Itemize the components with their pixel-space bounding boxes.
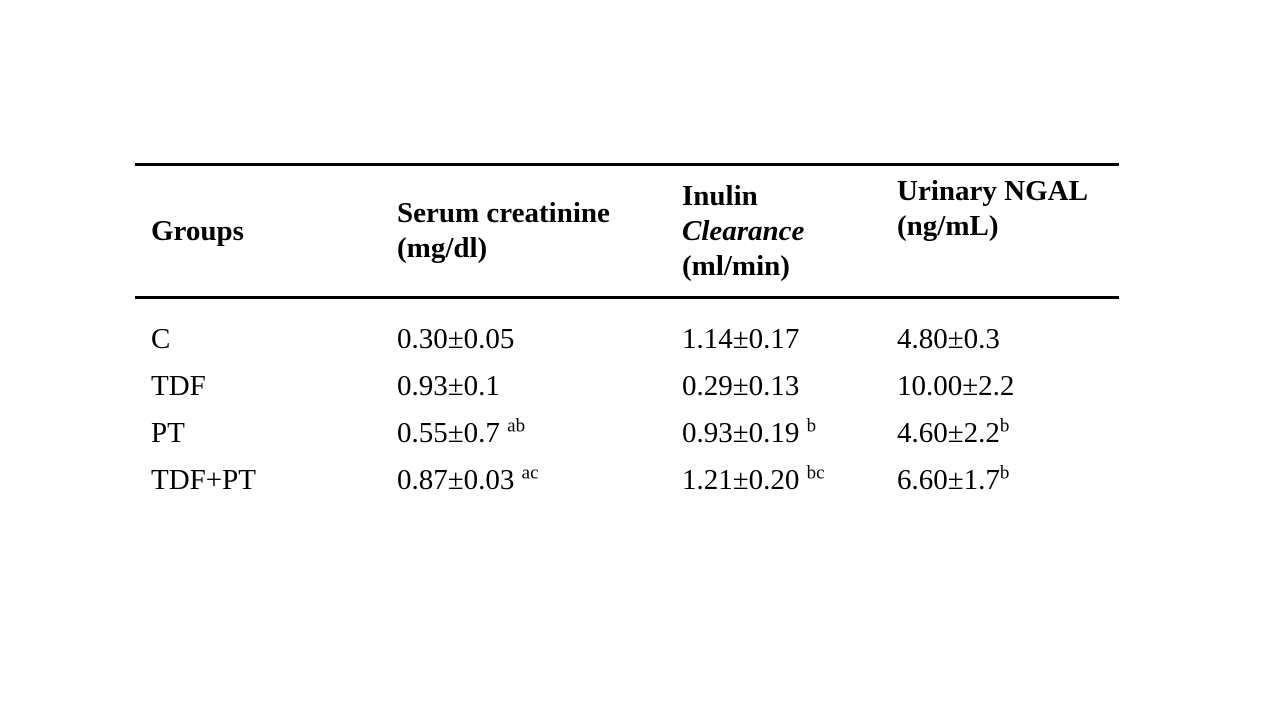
row-group-label: C: [151, 323, 171, 355]
table-header-row: Groups Serum creatinine (mg/dl) Inulin C…: [135, 164, 1119, 299]
header-line-italic: Clearance: [682, 214, 805, 247]
results-table: Groups Serum creatinine (mg/dl) Inulin C…: [135, 163, 1119, 504]
cell-serum-creatinine: 0.55±0.7 ab: [397, 415, 526, 449]
cell-inulin-clearance: 1.21±0.20 bc: [682, 462, 825, 496]
cell-serum-creatinine: 0.30±0.05: [397, 323, 515, 355]
table-row-c: C 0.30±0.05 1.14±0.17 4.80±0.3: [135, 298, 1119, 364]
row-group-label: TDF+PT: [151, 464, 256, 496]
column-header-urinary-ngal: Urinary NGAL (ng/mL): [881, 164, 1119, 299]
header-unit: (ng/mL): [897, 210, 999, 242]
column-header-inulin-clearance: Inulin Clearance (ml/min): [666, 164, 881, 299]
significance-superscript: b: [999, 462, 1010, 484]
significance-superscript: bc: [806, 462, 825, 484]
header-unit: (mg/dl): [397, 232, 488, 264]
cell-urinary-ngal: 4.60±2.2b: [897, 415, 1010, 449]
cell-urinary-ngal: 4.80±0.3: [897, 323, 1000, 355]
cell-inulin-clearance: 0.93±0.19 b: [682, 415, 817, 449]
header-unit: (ml/min): [682, 249, 790, 282]
header-line: Urinary NGAL: [897, 175, 1088, 207]
cell-urinary-ngal: 10.00±2.2: [897, 370, 1015, 402]
table-row-pt: PT 0.55±0.7 ab 0.93±0.19 b 4.60±2.2b: [135, 410, 1119, 457]
significance-superscript: ac: [521, 462, 539, 484]
cell-inulin-clearance: 1.14±0.17: [682, 323, 800, 355]
header-line: Serum creatinine: [397, 197, 610, 229]
significance-superscript: b: [806, 415, 817, 437]
header-line: Groups: [151, 214, 244, 247]
column-header-serum-creatinine: Serum creatinine (mg/dl): [381, 164, 666, 299]
row-group-label: PT: [151, 417, 185, 449]
table-row-tdf-pt: TDF+PT 0.87±0.03 ac 1.21±0.20 bc 6.60±1.…: [135, 457, 1119, 504]
cell-serum-creatinine: 0.93±0.1: [397, 370, 500, 402]
table-row-tdf: TDF 0.93±0.1 0.29±0.13 10.00±2.2: [135, 363, 1119, 410]
row-group-label: TDF: [151, 370, 206, 402]
cell-urinary-ngal: 6.60±1.7b: [897, 462, 1010, 496]
significance-superscript: ab: [507, 415, 526, 437]
significance-superscript: b: [999, 415, 1010, 437]
cell-inulin-clearance: 0.29±0.13: [682, 370, 800, 402]
header-line: Inulin: [682, 179, 758, 212]
column-header-groups: Groups: [135, 164, 381, 299]
cell-serum-creatinine: 0.87±0.03 ac: [397, 462, 539, 496]
